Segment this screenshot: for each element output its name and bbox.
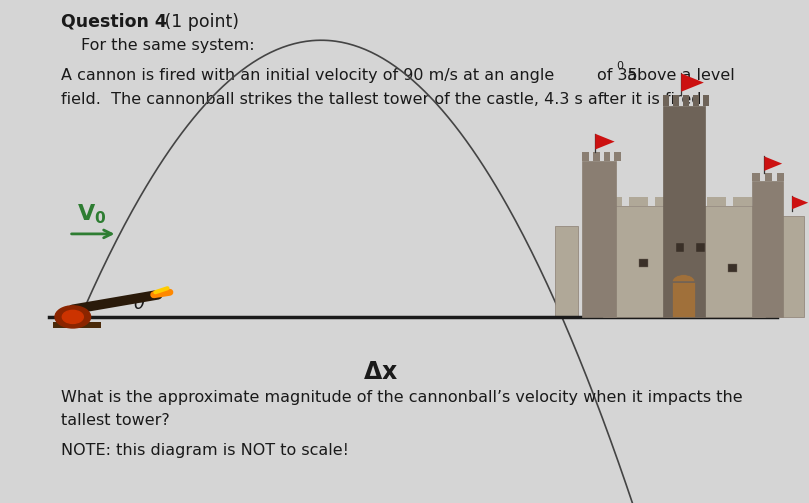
Bar	[582, 161, 616, 317]
Bar	[707, 197, 726, 206]
Text: $\mathbf{V_0}$: $\mathbf{V_0}$	[77, 202, 106, 225]
Bar	[672, 282, 695, 317]
Bar	[696, 243, 705, 252]
Text: What is the approximate magnitude of the cannonball’s velocity when it impacts t: What is the approximate magnitude of the…	[61, 390, 743, 405]
Bar	[663, 106, 705, 317]
Text: $\bf{\Delta x}$: $\bf{\Delta x}$	[362, 360, 398, 384]
Bar	[780, 216, 804, 317]
Bar	[703, 95, 709, 106]
Bar	[765, 173, 772, 181]
Bar	[53, 322, 101, 328]
Text: (1 point): (1 point)	[159, 13, 239, 31]
Text: field.  The cannonball strikes the tallest tower of the castle, 4.3 s after it i: field. The cannonball strikes the talles…	[61, 92, 706, 107]
Circle shape	[62, 310, 83, 323]
Circle shape	[55, 306, 91, 328]
Bar	[614, 152, 621, 161]
Bar	[777, 173, 785, 181]
Text: For the same system:: For the same system:	[81, 38, 255, 53]
Bar	[555, 226, 578, 317]
Polygon shape	[595, 134, 615, 149]
Bar	[681, 197, 700, 206]
Bar	[629, 197, 648, 206]
Text: NOTE: this diagram is NOT to scale!: NOTE: this diagram is NOT to scale!	[61, 443, 349, 458]
Bar	[639, 259, 648, 267]
Bar	[676, 243, 684, 252]
Bar	[672, 95, 679, 106]
Text: $\theta$: $\theta$	[133, 295, 146, 313]
Bar	[728, 264, 737, 272]
Bar	[582, 152, 589, 161]
Polygon shape	[681, 73, 704, 92]
Text: Question 4: Question 4	[61, 13, 167, 31]
Polygon shape	[765, 156, 782, 171]
Text: 0: 0	[616, 61, 624, 71]
Text: above a level: above a level	[622, 68, 735, 83]
Polygon shape	[792, 196, 808, 209]
Bar	[693, 95, 699, 106]
Text: of 35: of 35	[597, 68, 637, 83]
Bar	[663, 95, 669, 106]
Bar	[683, 95, 689, 106]
Text: A cannon is fired with an initial velocity of 90 m/s at an angle: A cannon is fired with an initial veloci…	[61, 68, 554, 83]
Bar	[752, 181, 783, 317]
Bar	[603, 197, 622, 206]
Bar	[604, 152, 610, 161]
Wedge shape	[672, 275, 695, 282]
Bar	[655, 197, 674, 206]
Bar	[760, 197, 778, 206]
Bar	[752, 173, 760, 181]
Text: tallest tower?: tallest tower?	[61, 413, 169, 429]
Bar	[733, 197, 752, 206]
Bar	[593, 152, 599, 161]
Bar	[603, 206, 765, 317]
